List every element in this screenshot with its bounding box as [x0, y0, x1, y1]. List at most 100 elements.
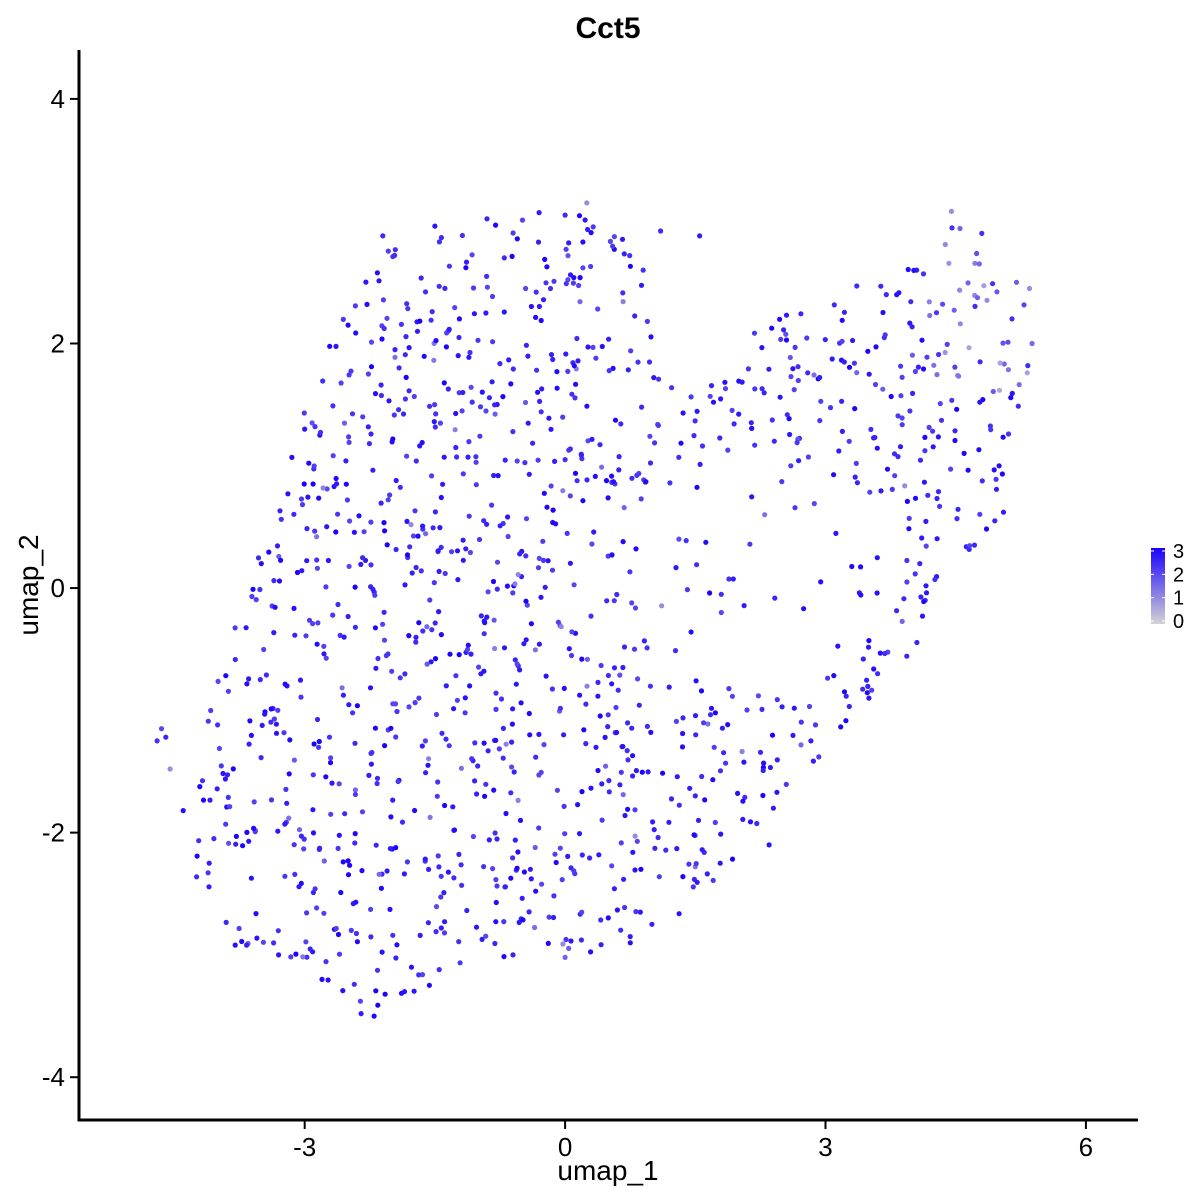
data-point	[376, 278, 382, 284]
data-point	[921, 479, 928, 485]
data-point	[617, 782, 623, 788]
data-point	[486, 837, 492, 843]
data-point	[565, 277, 571, 283]
data-point	[469, 252, 475, 258]
data-point	[825, 675, 831, 681]
data-point	[647, 683, 654, 689]
data-point	[311, 463, 317, 469]
data-point	[749, 494, 755, 500]
data-point	[967, 543, 973, 549]
data-point	[767, 764, 774, 771]
data-point	[254, 935, 260, 941]
data-point	[527, 866, 534, 872]
data-point	[528, 303, 535, 310]
data-point	[774, 789, 780, 795]
data-point	[351, 981, 357, 987]
colorbar-tick-label: 3	[1173, 541, 1184, 563]
data-point	[669, 385, 675, 391]
data-point	[509, 855, 516, 861]
data-point	[345, 872, 352, 878]
data-point	[679, 744, 686, 750]
data-point	[312, 424, 318, 430]
data-point	[471, 311, 477, 317]
data-point	[567, 493, 573, 499]
data-point	[314, 641, 320, 647]
data-point	[215, 678, 221, 685]
data-point	[917, 561, 923, 567]
data-point	[576, 282, 582, 289]
data-point	[625, 806, 631, 812]
data-point	[684, 587, 691, 593]
data-point	[314, 716, 321, 723]
data-point	[549, 686, 556, 692]
data-point	[347, 862, 353, 868]
data-point	[412, 807, 418, 814]
data-point	[344, 497, 350, 503]
data-point	[778, 336, 784, 342]
data-point	[328, 811, 334, 817]
data-point	[590, 344, 596, 350]
data-point	[552, 851, 558, 857]
data-point	[533, 754, 539, 760]
data-point	[272, 604, 278, 610]
data-point	[263, 672, 269, 678]
data-point	[206, 860, 212, 866]
data-point	[575, 802, 581, 808]
data-point	[402, 352, 408, 358]
data-point	[311, 741, 317, 747]
data-point	[244, 942, 250, 948]
data-point	[888, 393, 894, 400]
data-point	[413, 639, 419, 645]
data-point	[373, 988, 379, 994]
data-point	[257, 677, 263, 683]
data-point	[492, 645, 498, 652]
data-point	[543, 280, 549, 286]
data-point	[839, 317, 845, 323]
data-point	[404, 552, 411, 558]
data-point	[860, 656, 866, 662]
data-point	[501, 309, 507, 315]
data-point	[683, 538, 689, 544]
data-point	[725, 447, 731, 453]
data-point	[501, 919, 507, 925]
data-point	[208, 707, 214, 714]
data-point	[326, 734, 333, 740]
data-point	[930, 428, 936, 434]
data-point	[705, 721, 711, 727]
data-point	[433, 904, 440, 910]
data-point	[545, 940, 551, 947]
data-point	[537, 398, 543, 404]
data-point	[498, 696, 505, 702]
data-point	[651, 827, 657, 833]
data-point	[310, 772, 316, 778]
data-point	[314, 905, 320, 911]
data-point	[196, 838, 202, 844]
data-point	[717, 860, 723, 866]
data-point	[638, 866, 644, 872]
data-point	[470, 833, 476, 840]
data-point	[456, 851, 462, 858]
data-point	[427, 597, 433, 603]
data-point	[598, 662, 604, 669]
data-point	[432, 656, 439, 662]
data-point	[984, 297, 990, 303]
data-point	[433, 929, 439, 935]
data-point	[957, 321, 963, 327]
data-point	[420, 523, 426, 529]
data-point	[718, 396, 724, 402]
data-point	[672, 648, 679, 654]
data-point	[432, 223, 438, 229]
data-point	[465, 642, 471, 648]
data-point	[760, 792, 766, 799]
data-point	[790, 732, 796, 739]
data-point	[370, 467, 376, 473]
data-point	[676, 536, 682, 542]
data-point	[260, 939, 266, 945]
data-point	[766, 366, 772, 372]
data-point	[405, 306, 411, 312]
data-point	[401, 871, 407, 877]
data-point	[552, 458, 558, 464]
data-point	[452, 427, 458, 433]
data-point	[352, 624, 358, 630]
data-point	[327, 343, 333, 349]
